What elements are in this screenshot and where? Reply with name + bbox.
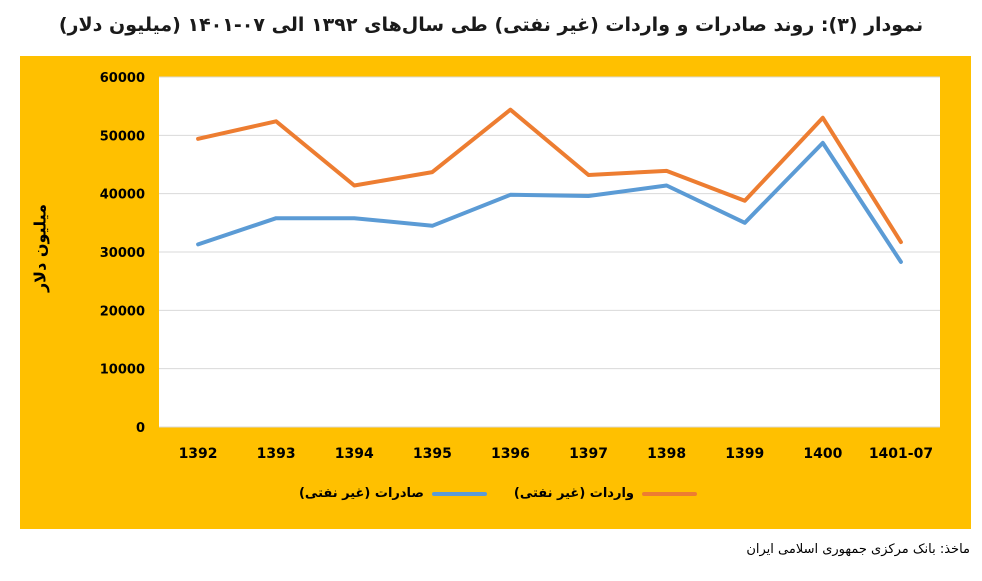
x-tick-label: 1394 [335, 446, 374, 462]
x-tick-label: 1397 [569, 446, 608, 462]
y-tick-label: 0 [136, 421, 145, 436]
legend-item-exports: صادرات (غیر نفتی) [299, 486, 487, 501]
y-tick-label: 20000 [100, 304, 145, 319]
x-tick-label: 1399 [725, 446, 764, 462]
y-tick-label: 10000 [100, 363, 145, 378]
legend-item-imports: واردات (غیر نفتی) [514, 486, 697, 501]
x-tick-label: 1396 [491, 446, 530, 462]
x-tick-label: 1398 [647, 446, 686, 462]
y-tick-label: 50000 [100, 129, 145, 144]
y-axis-label: میلیون دلار [30, 203, 50, 293]
legend: صادرات (غیر نفتی) واردات (غیر نفتی) [0, 486, 982, 510]
legend-swatch-imports [642, 491, 697, 496]
legend-swatch-exports [432, 491, 487, 496]
legend-label-exports: صادرات (غیر نفتی) [298, 486, 424, 501]
legend-label-imports: واردات (غیر نفتی) [513, 486, 634, 501]
chart-title: نمودار (۳): روند صادرات و واردات (غیر نف… [58, 14, 924, 36]
y-tick-label: 30000 [100, 246, 145, 261]
series-line-exports [196, 140, 903, 264]
series-line-imports [196, 107, 903, 245]
source-note: ماخذ: بانک مرکزی جمهوری اسلامی ایران [746, 542, 970, 557]
y-tick-label: 40000 [100, 188, 145, 203]
x-tick-label: 1392 [179, 446, 218, 462]
x-tick-label: 1401-07 [869, 446, 933, 462]
y-tick-label: 60000 [100, 71, 145, 86]
x-tick-label: 1395 [413, 446, 452, 462]
x-tick-label: 1400 [803, 446, 842, 462]
x-tick-label: 1393 [257, 446, 296, 462]
